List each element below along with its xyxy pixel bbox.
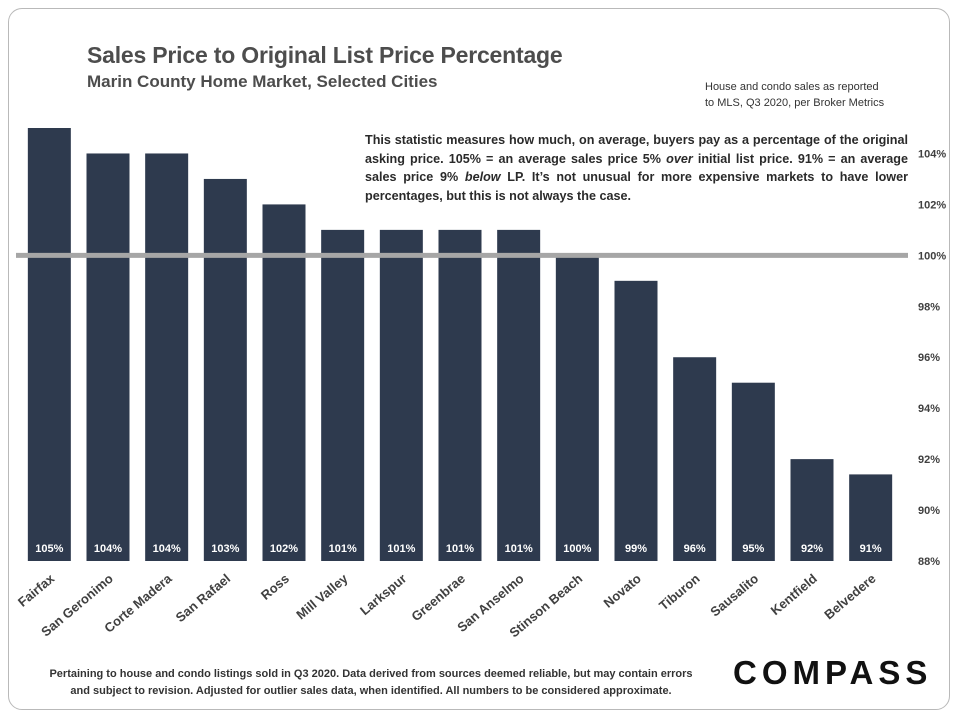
bar-value-label: 102%: [270, 543, 298, 555]
x-tick-label: Novato: [601, 571, 644, 611]
bar-value-label: 101%: [387, 543, 415, 555]
y-tick-label: 90%: [918, 505, 940, 517]
note-emphasis-below: below: [464, 170, 501, 184]
chart-title: Sales Price to Original List Price Perce…: [87, 42, 563, 68]
note-text-1: This statistic measures how much, on ave…: [365, 133, 908, 166]
bar-kentfield: [790, 459, 834, 561]
bar-value-label: 101%: [505, 543, 533, 555]
x-tick-label: Fairfax: [15, 570, 58, 609]
bar-san-rafael: [203, 178, 247, 562]
bar-value-label: 91%: [860, 543, 882, 555]
bar-value-label: 103%: [211, 543, 239, 555]
bar-value-label: 95%: [742, 543, 764, 555]
bar-mill-valley: [321, 229, 365, 561]
y-tick-label: 88%: [918, 556, 940, 568]
y-tick-label: 96%: [918, 352, 940, 364]
bar-value-label: 96%: [684, 543, 706, 555]
bar-larkspur: [379, 229, 423, 561]
x-tick-label: Larkspur: [357, 571, 409, 618]
bar-san-anselmo: [497, 229, 541, 561]
x-tick-label: Belvedere: [821, 571, 878, 622]
y-tick-label: 100%: [918, 250, 946, 262]
bar-value-label: 104%: [153, 543, 181, 555]
bar-value-label: 100%: [563, 543, 591, 555]
x-tick-label: Sausalito: [707, 571, 761, 620]
bar-corte-madera: [145, 153, 189, 561]
y-tick-label: 98%: [918, 301, 940, 313]
y-tick-label: 92%: [918, 454, 940, 466]
bar-greenbrae: [438, 229, 482, 561]
explanation-note: This statistic measures how much, on ave…: [358, 125, 908, 208]
bar-novato: [614, 280, 658, 561]
bar-sausalito: [731, 382, 775, 561]
source-note: House and condo sales as reported to MLS…: [705, 79, 925, 111]
bar-fairfax: [27, 128, 71, 561]
x-tick-label: San Rafael: [173, 571, 234, 625]
chart-subtitle: Marin County Home Market, Selected Citie…: [87, 72, 438, 91]
bar-value-label: 99%: [625, 543, 647, 555]
x-tick-label: Kentfield: [768, 571, 820, 618]
bar-tiburon: [673, 357, 717, 561]
bar-value-label: 101%: [446, 543, 474, 555]
compass-logo: COMPASS: [733, 654, 933, 691]
bar-value-label: 92%: [801, 543, 823, 555]
bar-value-label: 104%: [94, 543, 122, 555]
x-tick-label: Ross: [258, 571, 292, 603]
note-text-3: LP. It’s not unusual for more expensive …: [365, 170, 908, 203]
footer-line2: and subject to revision. Adjusted for ou…: [70, 685, 672, 697]
bar-san-geronimo: [86, 153, 130, 561]
x-tick-label: Mill Valley: [293, 570, 351, 622]
footer-line1: Pertaining to house and condo listings s…: [49, 668, 693, 680]
bar-stinson-beach: [555, 255, 599, 561]
bar-value-label: 105%: [35, 543, 63, 555]
note-text-2: initial list price. 91% = an average sal…: [365, 151, 909, 185]
y-tick-label: 104%: [918, 148, 946, 160]
x-tick-label: Tiburon: [656, 571, 703, 613]
bar-value-label: 101%: [329, 543, 357, 555]
source-note-line2: to MLS, Q3 2020, per Broker Metrics: [705, 97, 885, 109]
x-tick-label: Greenbrae: [408, 571, 467, 624]
bar-ross: [262, 204, 306, 562]
y-tick-label: 102%: [918, 199, 946, 211]
source-note-line1: House and condo sales as reported: [705, 81, 879, 93]
note-emphasis-over: over: [666, 151, 693, 166]
bar-belvedere: [849, 474, 893, 561]
y-tick-label: 94%: [918, 403, 940, 415]
footer-disclaimer: Pertaining to house and condo listings s…: [26, 666, 716, 700]
